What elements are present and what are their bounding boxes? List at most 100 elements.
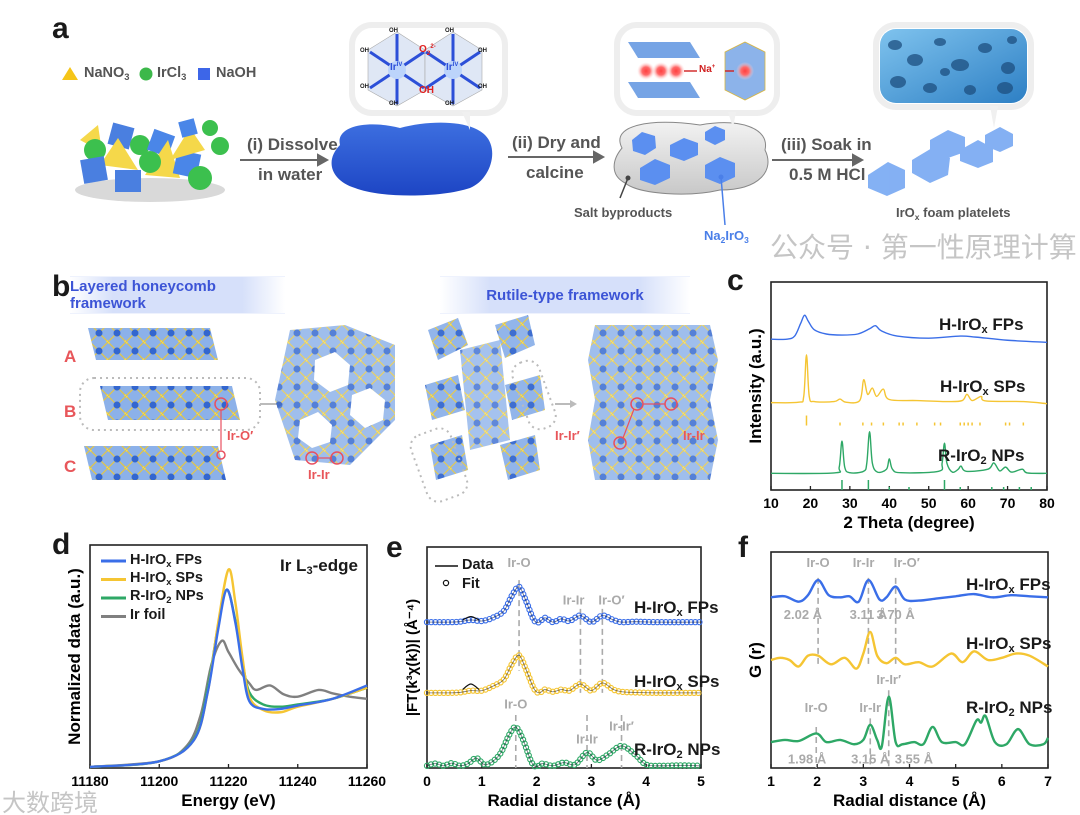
fit-point	[524, 748, 531, 755]
watermark-right: 公众号 · 第一性原理计算	[770, 231, 1077, 264]
x-axis-label: 2 Theta (degree)	[843, 513, 974, 532]
fit-point	[482, 686, 489, 693]
oh-label: OH	[389, 28, 398, 34]
fit-point	[525, 752, 532, 759]
x-tick-label: 30	[842, 495, 858, 511]
fit-point	[470, 755, 477, 763]
fit-point	[499, 746, 506, 754]
fit-point	[526, 674, 533, 682]
reference-label: Ir-O	[504, 696, 527, 711]
layer-label-b: B	[64, 402, 77, 421]
distance-label: 1.98 Å	[788, 752, 827, 767]
reference-label: Ir-Ir′	[609, 718, 634, 733]
oh-label: OH	[360, 48, 369, 54]
chart-d: 11180 11200 11220 11240 11260 Energy (eV) Norm…	[65, 544, 386, 810]
fit-point	[443, 761, 451, 768]
fit-point	[500, 742, 508, 750]
fit-point	[523, 598, 530, 606]
solution-puddle	[331, 122, 493, 196]
panel-label-a: a	[52, 12, 69, 45]
ir-o-prime-label: Ir-O′	[227, 428, 254, 443]
fit-point	[486, 615, 493, 623]
panel-label-e: e	[386, 531, 403, 564]
fit-point	[527, 610, 535, 617]
fit-point	[553, 687, 560, 694]
fit-point	[490, 614, 497, 621]
distance-label: 3.70 Å	[876, 607, 915, 622]
fit-point	[561, 687, 569, 694]
rutile-block	[588, 325, 718, 480]
fit-point	[611, 686, 618, 694]
precursor-pile	[75, 118, 229, 202]
iro-x-foam-platelets	[868, 127, 1013, 196]
oh-label: OH	[389, 101, 398, 107]
na-ion-label: Na+	[699, 64, 716, 76]
fit-point	[427, 761, 435, 768]
o2-bridge-label: O22-	[419, 44, 436, 58]
distance-label: 2.02 Å	[784, 607, 823, 622]
panel-label-f: f	[738, 531, 748, 564]
x-tick-label: 5	[952, 773, 960, 789]
ir-iv-label-right: IrIV	[446, 62, 459, 74]
oh-label: OH	[478, 48, 487, 54]
y-axis-label: |FT(k³χ(k))| (Å⁻⁴)	[404, 599, 421, 716]
x-tick-label: 11180	[71, 773, 109, 789]
data-line-sps	[426, 654, 702, 694]
fit-point	[435, 761, 443, 768]
series-line-nps	[770, 695, 1050, 751]
reference-label: Ir-Ir	[853, 555, 875, 570]
fit-point	[541, 686, 548, 693]
panel-label-c: c	[727, 264, 744, 297]
triangle-icon	[62, 67, 78, 80]
distance-label: 3.11 Å	[850, 607, 888, 622]
step-2-line-2: calcine	[526, 163, 584, 182]
fit-point	[451, 760, 459, 768]
x-axis-label: Radial distance (Å)	[487, 791, 640, 810]
banner-rutile-type: Rutile-type framework	[440, 276, 690, 314]
y-axis-label: G (r)	[746, 642, 765, 678]
reference-label: Ir-Ir	[576, 732, 598, 747]
hydroxide-complex-bubble	[349, 22, 508, 130]
oh-label: OH	[478, 84, 487, 90]
reference-label: Ir-Ir	[563, 592, 585, 607]
fit-point	[524, 670, 532, 678]
legend-naoh: NaOH	[216, 65, 257, 81]
fit-point	[542, 761, 550, 768]
panel-label-b: b	[52, 270, 71, 303]
na2iro3-label: Na2IrO3	[704, 228, 749, 245]
x-tick-label: 70	[1000, 495, 1016, 511]
series-line-sps	[770, 630, 1049, 670]
x-tick-label: 3	[588, 773, 596, 789]
fit-point	[597, 613, 604, 620]
layer-label-a: A	[64, 347, 77, 366]
series-label-c-sps: H-IrOx SPs	[940, 377, 1026, 398]
ir-ir-rutile-label: Ir-Ir	[683, 428, 705, 443]
chart-e: 0 1 2 3 4 5 Radial distance (Å) |FT(k³χ(k))| (Å…	[404, 546, 705, 810]
watermark-left: 大数跨境	[2, 789, 98, 815]
y-axis-label: Normalized data (a.u.)	[65, 568, 84, 745]
synthesis-schematic	[62, 22, 1034, 226]
x-tick-label: 60	[960, 495, 976, 511]
crystal-structures	[79, 315, 718, 503]
step-1-line-1: (i) Dissolve	[247, 135, 338, 154]
ir-iv-label-left: IrIV	[390, 62, 403, 74]
distance-label: 3.55 Å	[895, 752, 934, 767]
fit-point	[531, 618, 538, 625]
layered-stack	[79, 328, 261, 480]
step-3-line-2: 0.5 M HCl	[789, 165, 866, 184]
foam-bubble	[873, 22, 1034, 128]
x-tick-label: 2	[813, 773, 821, 789]
plot-frame	[426, 546, 702, 769]
series-line-foil	[89, 639, 368, 769]
step-3-line-1: (iii) Soak in	[781, 135, 872, 154]
ir-ir-prime-label: Ir-Ir′	[555, 428, 580, 443]
x-tick-label: 2	[533, 773, 541, 789]
legend-d-foil: Ir foil	[130, 607, 166, 623]
oh-label: OH	[360, 84, 369, 90]
fit-point	[423, 762, 431, 769]
reference-label: Ir-O′	[598, 592, 624, 607]
fit-point	[545, 687, 552, 694]
fit-point	[521, 663, 528, 670]
panel-label-d: d	[52, 528, 71, 561]
